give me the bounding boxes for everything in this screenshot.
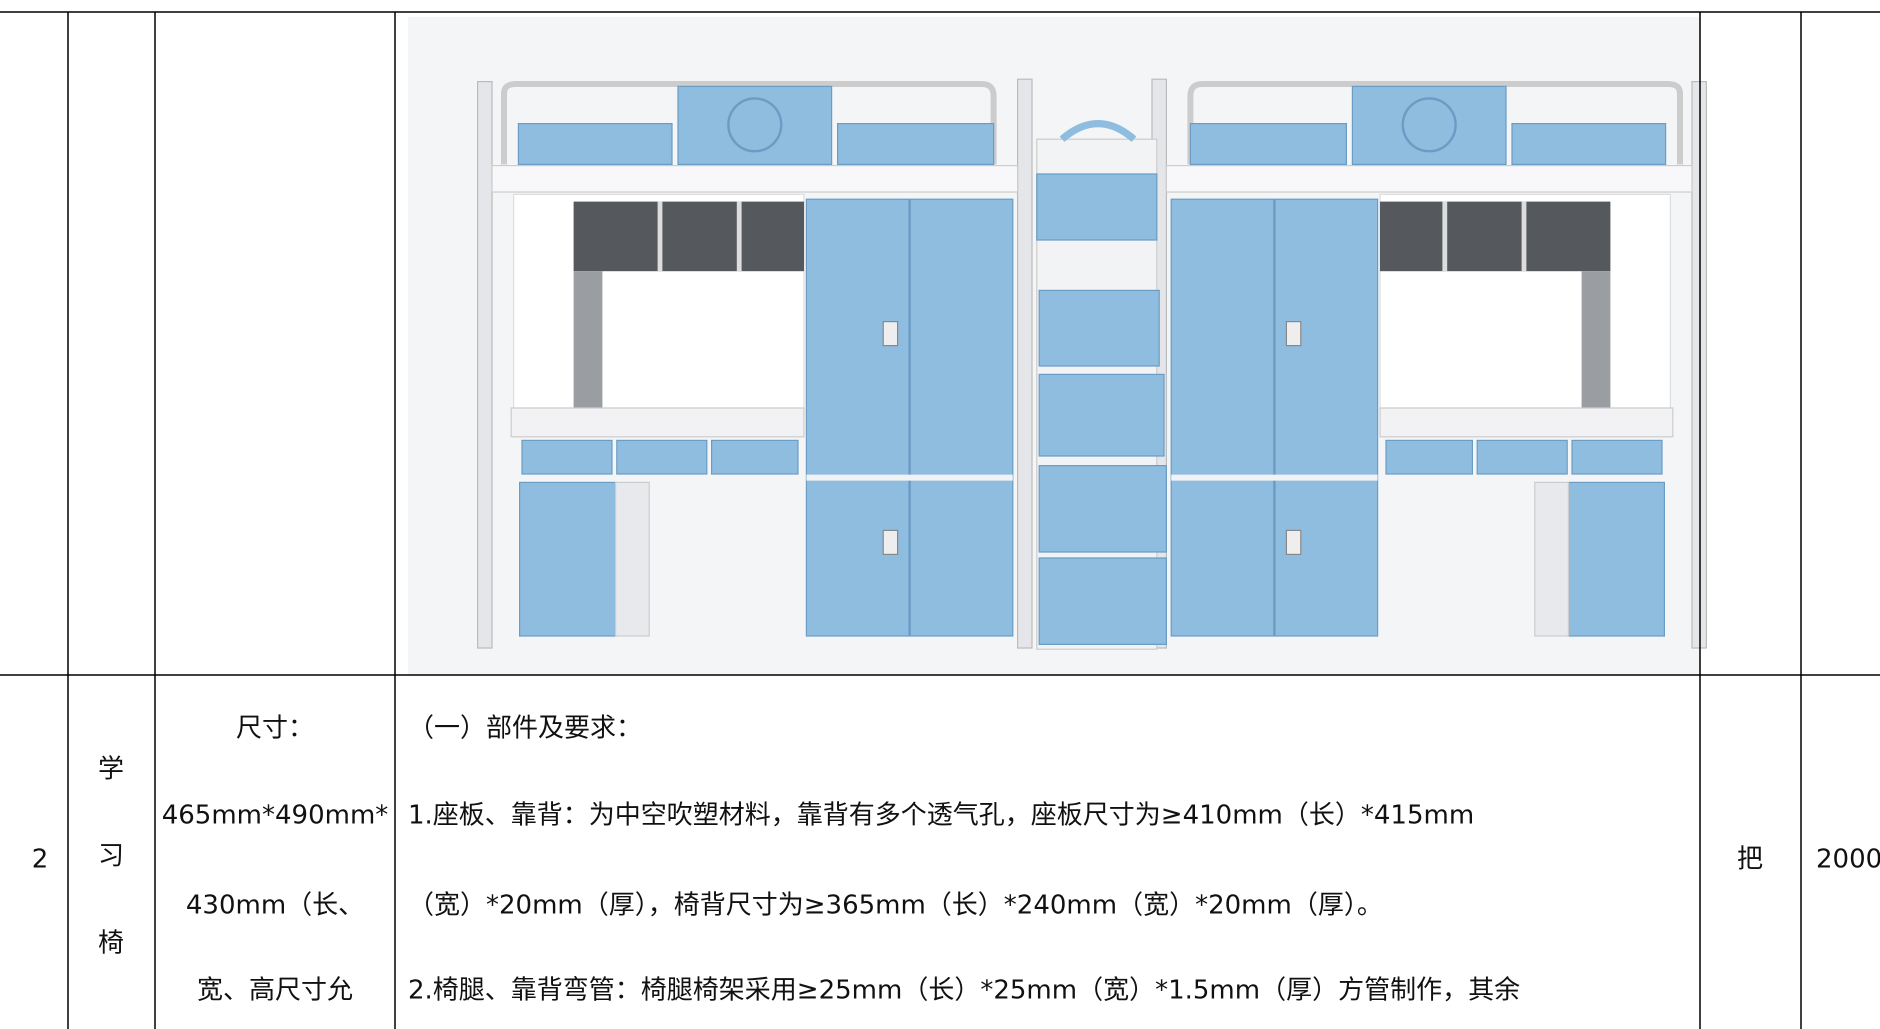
cell-text: 椅: [98, 929, 124, 959]
cell-text: 学: [98, 755, 124, 785]
cell-text: （宽）*20mm（厚），椅背尺寸为≥365mm（长）*240mm（宽）*20mm…: [408, 891, 1383, 921]
cell-text: 2000: [1816, 845, 1880, 875]
cell-text: 尺寸：: [236, 714, 314, 744]
cell-text: 1.座板、靠背：为中空吹塑材料，靠背有多个透气孔，座板尺寸为≥410mm（长）*…: [408, 801, 1474, 831]
cell-text: 465mm*490mm*: [162, 801, 389, 831]
cell-text: 430mm（长、: [186, 891, 364, 921]
cell-text: （一）部件及要求：: [408, 714, 642, 744]
cell-text: 把: [1737, 845, 1763, 875]
cell-text: 习: [98, 842, 124, 872]
table-grid: [0, 11, 1880, 1029]
cell-text: 2: [32, 845, 49, 875]
cell-text: 2.椅腿、靠背弯管：椅腿椅架采用≥25mm（长）*25mm（宽）*1.5mm（厚…: [408, 976, 1520, 1006]
cell-text: 宽、高尺寸允: [197, 976, 353, 1006]
product-photo: [408, 16, 1706, 675]
